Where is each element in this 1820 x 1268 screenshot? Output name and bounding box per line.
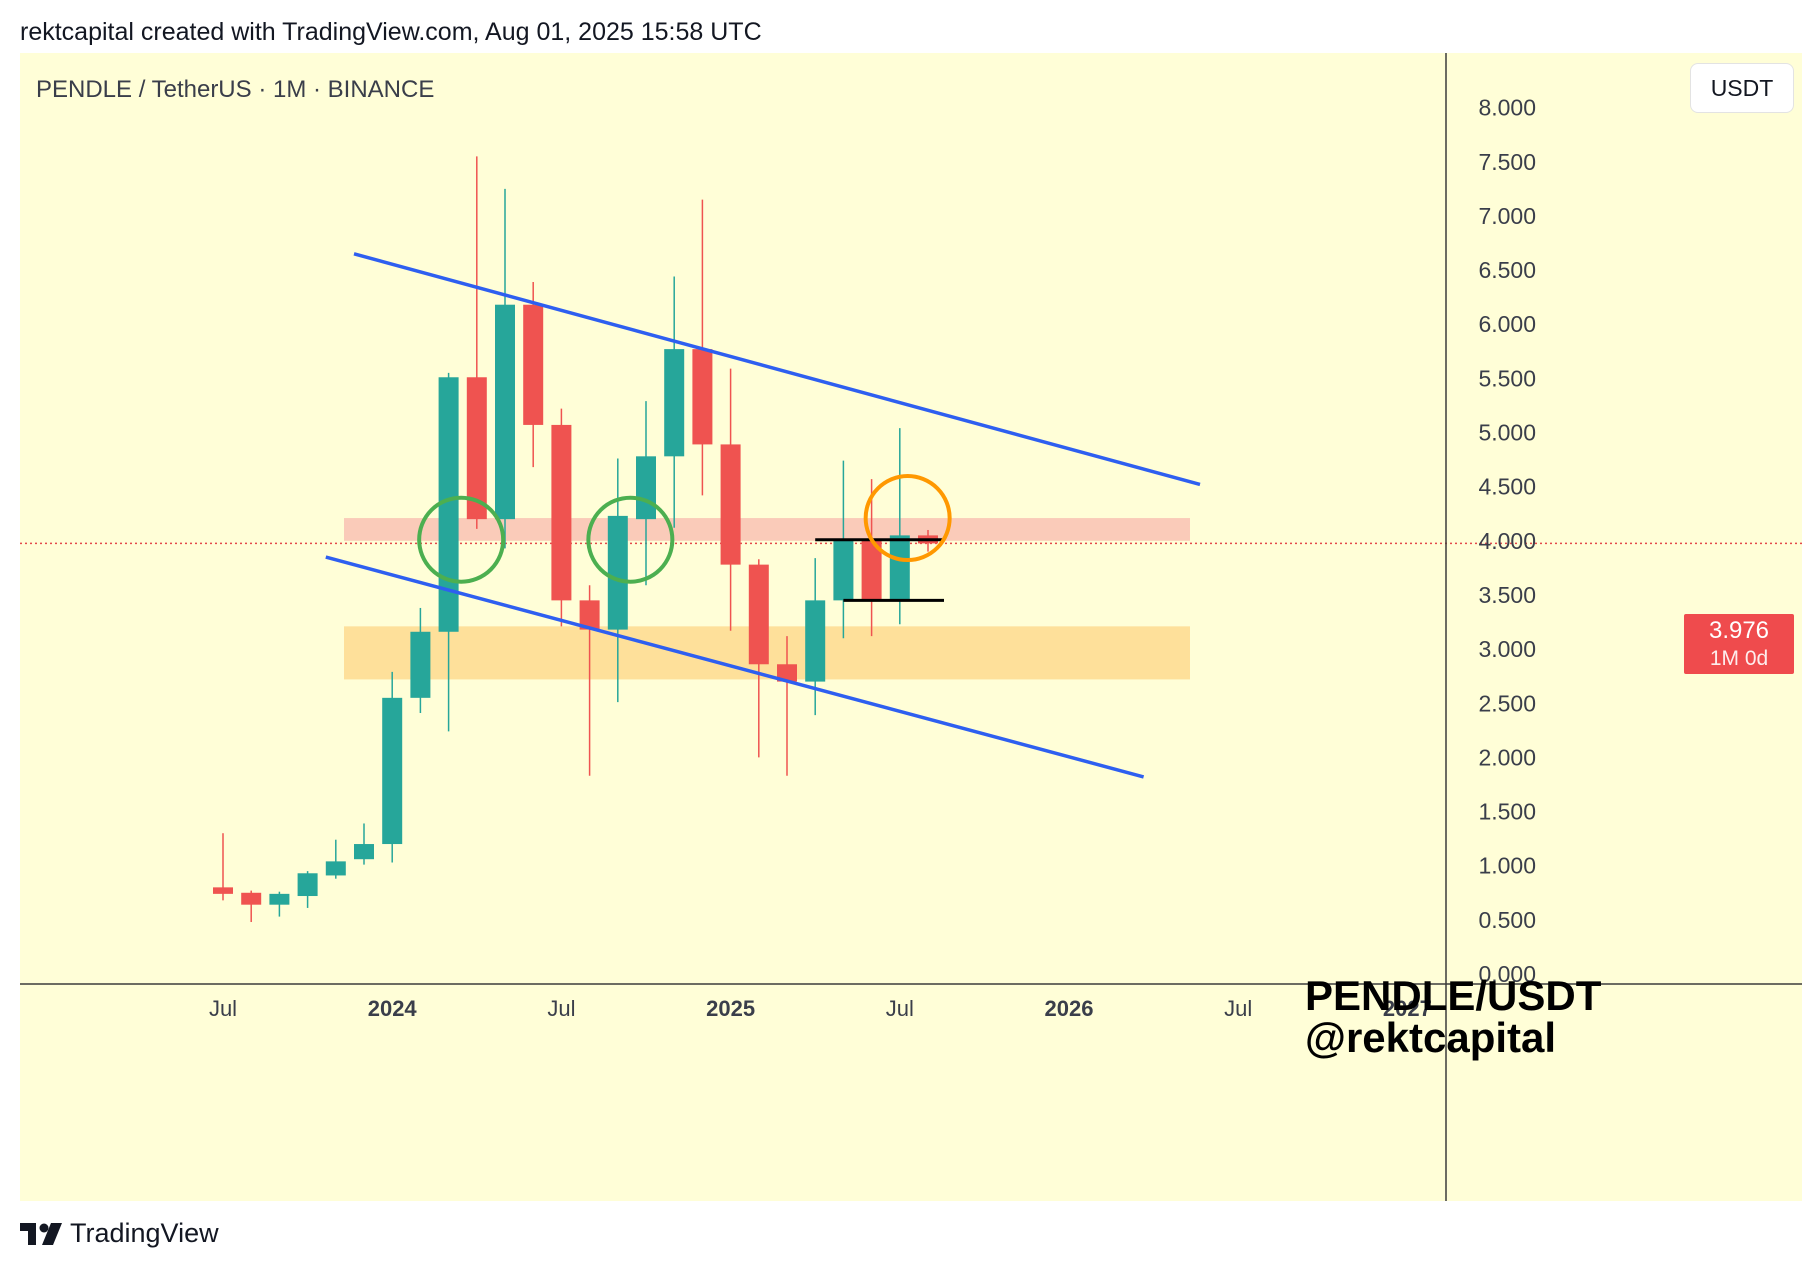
candle <box>213 833 233 901</box>
candle <box>861 479 882 637</box>
candle-body <box>748 564 769 665</box>
candle-body <box>325 861 346 876</box>
candle <box>495 188 515 549</box>
x-tick-label: 2027 <box>1383 996 1432 1021</box>
retest-1-circle <box>417 495 506 584</box>
y-tick-label: 6.500 <box>1478 257 1536 283</box>
candle <box>748 559 769 758</box>
candle <box>297 871 318 908</box>
candle-body <box>523 304 544 425</box>
chart-area[interactable]: 0.000 0.500 1.000 1.500 2.000 2.500 3.000 3.500… <box>20 53 1802 1201</box>
y-tick-label: 3.000 <box>1478 636 1536 662</box>
candle <box>551 408 572 627</box>
candle-body <box>495 304 515 520</box>
candle-body <box>466 377 487 520</box>
x-tick-label: Jul <box>886 996 914 1021</box>
y-tick-label: 1.000 <box>1478 853 1536 879</box>
candle <box>523 281 544 468</box>
chart-watermark: PENDLE/USDT @rektcapital <box>1305 975 1601 1059</box>
resistance-zone <box>344 518 1190 541</box>
symbol-label: PENDLE / TetherUS · 1M · BINANCE <box>36 76 435 103</box>
watermark-author: @rektcapital <box>1305 1014 1557 1061</box>
candle-body <box>382 697 403 845</box>
candle-body <box>833 539 854 601</box>
candle-body <box>551 424 572 601</box>
y-tick-label: 6.000 <box>1478 311 1536 337</box>
candle <box>241 890 262 923</box>
candle-body <box>354 844 374 860</box>
y-tick-label: 4.000 <box>1478 528 1536 554</box>
y-tick-label: 5.500 <box>1478 365 1536 391</box>
candle-body <box>636 456 656 520</box>
x-tick-label: Jul <box>1224 996 1252 1021</box>
watermark-pair: PENDLE/USDT <box>1305 972 1602 1019</box>
candle <box>269 891 290 917</box>
candle-body <box>889 535 910 601</box>
y-tick-label: 7.500 <box>1478 149 1536 175</box>
candle-body <box>269 893 290 905</box>
candle <box>382 671 403 863</box>
candle-body <box>664 349 685 457</box>
y-tick-label: 7.000 <box>1478 203 1536 229</box>
candle <box>636 401 656 586</box>
y-tick-label: 3.500 <box>1478 582 1536 608</box>
x-tick-label: Jul <box>547 996 575 1021</box>
x-tick-label: 2024 <box>368 996 418 1021</box>
upper-trendline <box>353 252 1201 487</box>
candle <box>833 460 854 639</box>
candle-body <box>241 892 262 905</box>
currency-button[interactable]: USDT <box>1690 63 1794 113</box>
x-tick-label: 2025 <box>706 996 755 1021</box>
candle <box>410 607 431 713</box>
candle <box>579 585 600 776</box>
candle <box>466 156 487 529</box>
candle-body <box>692 349 713 445</box>
y-tick-label: 1.500 <box>1478 799 1536 825</box>
candle-body <box>777 664 797 682</box>
candle-body <box>720 444 741 565</box>
candlestick-chart: 0.000 0.500 1.000 1.500 2.000 2.500 3.000 3.500… <box>20 53 1802 1201</box>
candle-body <box>861 539 882 601</box>
lower-trendline <box>325 555 1145 779</box>
current-price-timeframe: 1M 0d <box>1709 647 1769 670</box>
candle <box>720 368 741 631</box>
candle <box>889 428 910 625</box>
tradingview-logo-icon <box>20 1222 62 1245</box>
x-tick-label: Jul <box>209 996 237 1021</box>
y-tick-label: 8.000 <box>1478 95 1536 121</box>
y-tick-label: 0.000 <box>1478 961 1536 987</box>
candle <box>664 276 685 528</box>
candle-body <box>607 515 628 630</box>
tradingview-logo-text: TradingView <box>70 1218 219 1248</box>
x-tick-label: 2026 <box>1045 996 1094 1021</box>
candle-body <box>579 600 600 630</box>
candle <box>777 636 797 776</box>
current-price-tag: 3.976 1M 0d <box>1684 614 1794 674</box>
candle <box>325 839 346 879</box>
y-tick-label: 0.500 <box>1478 907 1536 933</box>
retest-2-circle <box>586 495 675 584</box>
y-tick-label: 2.000 <box>1478 744 1536 770</box>
y-tick-label: 4.500 <box>1478 474 1536 500</box>
candle-body <box>410 631 431 698</box>
chart-caption: rektcapital created with TradingView.com… <box>20 18 762 46</box>
retest-3-circle <box>863 474 952 563</box>
candle <box>438 372 459 732</box>
current-price-value: 3.976 <box>1708 617 1770 644</box>
y-tick-label: 5.000 <box>1478 420 1536 446</box>
candle-body <box>297 873 318 897</box>
candle <box>354 823 374 865</box>
y-tick-label: 2.500 <box>1478 690 1536 716</box>
candle-body <box>805 600 826 682</box>
candle-body <box>213 887 233 894</box>
candle-body <box>438 377 459 632</box>
tradingview-logo[interactable]: TradingView <box>20 1218 219 1249</box>
